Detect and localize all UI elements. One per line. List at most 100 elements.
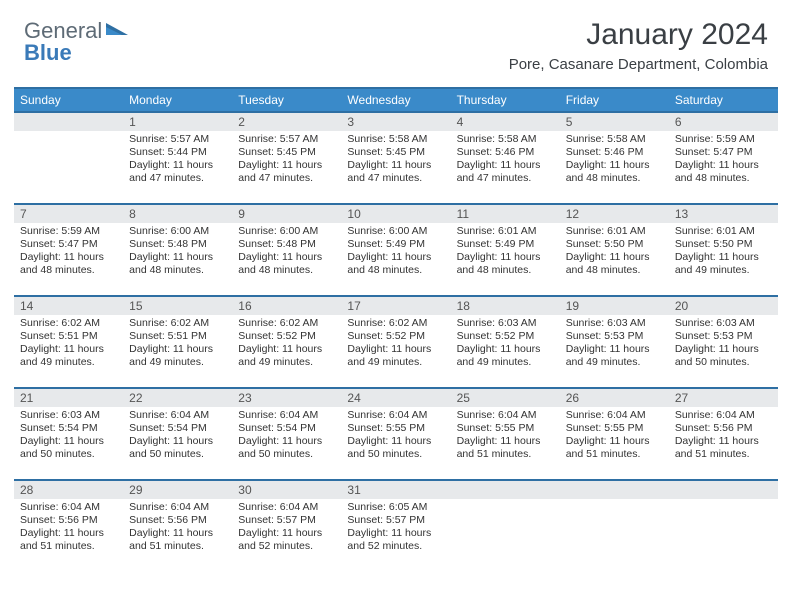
calendar-cell: 19Sunrise: 6:03 AMSunset: 5:53 PMDayligh…	[560, 296, 669, 388]
calendar-cell: 10Sunrise: 6:00 AMSunset: 5:49 PMDayligh…	[341, 204, 450, 296]
cell-body: Sunrise: 6:05 AMSunset: 5:57 PMDaylight:…	[341, 499, 450, 558]
calendar-cell: 2Sunrise: 5:57 AMSunset: 5:45 PMDaylight…	[232, 112, 341, 204]
cell-body: Sunrise: 6:00 AMSunset: 5:49 PMDaylight:…	[341, 223, 450, 282]
calendar-cell	[451, 480, 560, 572]
day-number-empty	[560, 481, 669, 499]
cell-body-empty	[451, 499, 560, 559]
calendar-cell: 16Sunrise: 6:02 AMSunset: 5:52 PMDayligh…	[232, 296, 341, 388]
cell-body: Sunrise: 6:03 AMSunset: 5:53 PMDaylight:…	[560, 315, 669, 374]
calendar-row: 21Sunrise: 6:03 AMSunset: 5:54 PMDayligh…	[14, 388, 778, 480]
calendar-header: SundayMondayTuesdayWednesdayThursdayFrid…	[14, 88, 778, 112]
cell-body: Sunrise: 6:03 AMSunset: 5:52 PMDaylight:…	[451, 315, 560, 374]
day-header: Saturday	[669, 88, 778, 112]
day-number: 10	[341, 205, 450, 223]
logo-line2: Blue	[24, 40, 72, 66]
calendar-cell: 28Sunrise: 6:04 AMSunset: 5:56 PMDayligh…	[14, 480, 123, 572]
day-number: 17	[341, 297, 450, 315]
cell-body: Sunrise: 6:04 AMSunset: 5:56 PMDaylight:…	[123, 499, 232, 558]
day-number: 7	[14, 205, 123, 223]
cell-body: Sunrise: 5:59 AMSunset: 5:47 PMDaylight:…	[14, 223, 123, 282]
calendar-cell: 17Sunrise: 6:02 AMSunset: 5:52 PMDayligh…	[341, 296, 450, 388]
location-subtitle: Pore, Casanare Department, Colombia	[509, 56, 768, 73]
cell-body: Sunrise: 6:04 AMSunset: 5:57 PMDaylight:…	[232, 499, 341, 558]
cell-body: Sunrise: 5:57 AMSunset: 5:44 PMDaylight:…	[123, 131, 232, 190]
day-number: 15	[123, 297, 232, 315]
day-header: Sunday	[14, 88, 123, 112]
calendar-cell: 21Sunrise: 6:03 AMSunset: 5:54 PMDayligh…	[14, 388, 123, 480]
cell-body: Sunrise: 6:01 AMSunset: 5:49 PMDaylight:…	[451, 223, 560, 282]
day-number: 14	[14, 297, 123, 315]
day-number: 31	[341, 481, 450, 499]
cell-body: Sunrise: 6:02 AMSunset: 5:52 PMDaylight:…	[341, 315, 450, 374]
calendar-cell: 27Sunrise: 6:04 AMSunset: 5:56 PMDayligh…	[669, 388, 778, 480]
cell-body: Sunrise: 6:04 AMSunset: 5:56 PMDaylight:…	[669, 407, 778, 466]
cell-body: Sunrise: 6:03 AMSunset: 5:53 PMDaylight:…	[669, 315, 778, 374]
calendar-cell: 1Sunrise: 5:57 AMSunset: 5:44 PMDaylight…	[123, 112, 232, 204]
day-header: Monday	[123, 88, 232, 112]
calendar-cell: 4Sunrise: 5:58 AMSunset: 5:46 PMDaylight…	[451, 112, 560, 204]
cell-body-empty	[669, 499, 778, 559]
day-number: 28	[14, 481, 123, 499]
calendar-cell: 8Sunrise: 6:00 AMSunset: 5:48 PMDaylight…	[123, 204, 232, 296]
cell-body: Sunrise: 5:59 AMSunset: 5:47 PMDaylight:…	[669, 131, 778, 190]
day-number-empty	[669, 481, 778, 499]
cell-body: Sunrise: 5:58 AMSunset: 5:46 PMDaylight:…	[451, 131, 560, 190]
cell-body: Sunrise: 5:58 AMSunset: 5:46 PMDaylight:…	[560, 131, 669, 190]
calendar-cell	[669, 480, 778, 572]
cell-body: Sunrise: 5:57 AMSunset: 5:45 PMDaylight:…	[232, 131, 341, 190]
month-title: January 2024	[509, 18, 768, 52]
calendar-cell: 23Sunrise: 6:04 AMSunset: 5:54 PMDayligh…	[232, 388, 341, 480]
day-number: 1	[123, 113, 232, 131]
day-number: 19	[560, 297, 669, 315]
day-header: Thursday	[451, 88, 560, 112]
cell-body: Sunrise: 6:02 AMSunset: 5:52 PMDaylight:…	[232, 315, 341, 374]
cell-body: Sunrise: 6:02 AMSunset: 5:51 PMDaylight:…	[123, 315, 232, 374]
day-number: 29	[123, 481, 232, 499]
day-number-empty	[14, 113, 123, 131]
calendar-cell: 25Sunrise: 6:04 AMSunset: 5:55 PMDayligh…	[451, 388, 560, 480]
day-number: 18	[451, 297, 560, 315]
cell-body: Sunrise: 6:04 AMSunset: 5:55 PMDaylight:…	[341, 407, 450, 466]
calendar-cell	[14, 112, 123, 204]
day-number: 27	[669, 389, 778, 407]
cell-body-empty	[560, 499, 669, 559]
day-number-empty	[451, 481, 560, 499]
day-number: 9	[232, 205, 341, 223]
day-number: 2	[232, 113, 341, 131]
calendar-cell: 22Sunrise: 6:04 AMSunset: 5:54 PMDayligh…	[123, 388, 232, 480]
flag-icon	[106, 17, 132, 42]
day-number: 12	[560, 205, 669, 223]
day-number: 26	[560, 389, 669, 407]
day-header: Friday	[560, 88, 669, 112]
day-number: 8	[123, 205, 232, 223]
cell-body: Sunrise: 6:02 AMSunset: 5:51 PMDaylight:…	[14, 315, 123, 374]
calendar-cell: 12Sunrise: 6:01 AMSunset: 5:50 PMDayligh…	[560, 204, 669, 296]
title-block: January 2024 Pore, Casanare Department, …	[509, 18, 768, 73]
calendar-cell	[560, 480, 669, 572]
day-number: 25	[451, 389, 560, 407]
calendar-cell: 3Sunrise: 5:58 AMSunset: 5:45 PMDaylight…	[341, 112, 450, 204]
cell-body: Sunrise: 6:00 AMSunset: 5:48 PMDaylight:…	[232, 223, 341, 282]
cell-body: Sunrise: 6:03 AMSunset: 5:54 PMDaylight:…	[14, 407, 123, 466]
calendar-cell: 14Sunrise: 6:02 AMSunset: 5:51 PMDayligh…	[14, 296, 123, 388]
calendar-cell: 5Sunrise: 5:58 AMSunset: 5:46 PMDaylight…	[560, 112, 669, 204]
day-number: 6	[669, 113, 778, 131]
day-header: Wednesday	[341, 88, 450, 112]
logo-text-blue: Blue	[24, 40, 72, 66]
cell-body-empty	[14, 131, 123, 191]
calendar-cell: 20Sunrise: 6:03 AMSunset: 5:53 PMDayligh…	[669, 296, 778, 388]
day-number: 21	[14, 389, 123, 407]
cell-body: Sunrise: 6:01 AMSunset: 5:50 PMDaylight:…	[560, 223, 669, 282]
calendar-cell: 24Sunrise: 6:04 AMSunset: 5:55 PMDayligh…	[341, 388, 450, 480]
cell-body: Sunrise: 6:04 AMSunset: 5:54 PMDaylight:…	[232, 407, 341, 466]
day-number: 16	[232, 297, 341, 315]
calendar-row: 7Sunrise: 5:59 AMSunset: 5:47 PMDaylight…	[14, 204, 778, 296]
calendar-cell: 7Sunrise: 5:59 AMSunset: 5:47 PMDaylight…	[14, 204, 123, 296]
day-number: 13	[669, 205, 778, 223]
cell-body: Sunrise: 6:04 AMSunset: 5:55 PMDaylight:…	[451, 407, 560, 466]
cell-body: Sunrise: 5:58 AMSunset: 5:45 PMDaylight:…	[341, 131, 450, 190]
calendar-body: 1Sunrise: 5:57 AMSunset: 5:44 PMDaylight…	[14, 112, 778, 572]
calendar-cell: 13Sunrise: 6:01 AMSunset: 5:50 PMDayligh…	[669, 204, 778, 296]
header: General January 2024 Pore, Casanare Depa…	[0, 0, 792, 77]
calendar-cell: 6Sunrise: 5:59 AMSunset: 5:47 PMDaylight…	[669, 112, 778, 204]
